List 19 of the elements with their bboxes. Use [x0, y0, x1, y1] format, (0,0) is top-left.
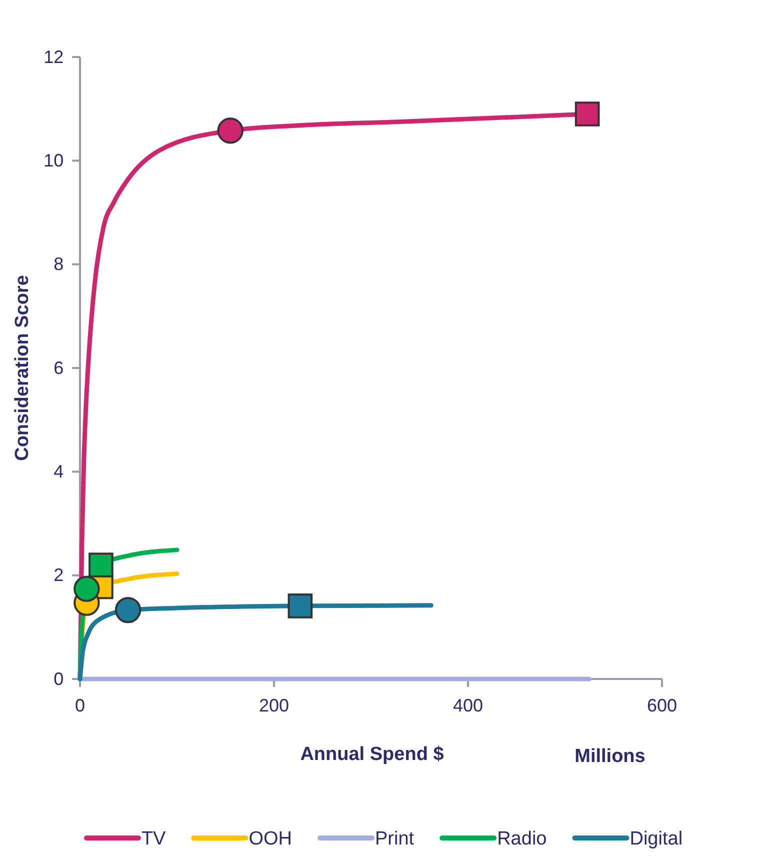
x-tick-label: 400 [452, 696, 484, 716]
x-tick-label: 0 [74, 696, 86, 716]
text: Millions [574, 746, 646, 767]
legend-label: Radio [497, 828, 547, 850]
y-tick-label: 10 [44, 150, 64, 170]
legend-label: Print [375, 828, 415, 850]
legend-label: OOH [248, 828, 292, 850]
y-tick-label: 8 [54, 254, 64, 274]
x-axis-title: Annual Spend $ [300, 744, 444, 765]
x-tick-label: 200 [258, 696, 290, 716]
y-tick-label: 4 [54, 461, 64, 482]
legend-label: Digital [630, 828, 683, 850]
y-tick-label: 0 [54, 668, 64, 689]
y-tick-label: 2 [54, 565, 64, 586]
y-tick-label: 6 [54, 358, 64, 378]
y-tick-label: 12 [44, 46, 64, 67]
x-tick-label: 600 [646, 696, 678, 716]
legend-label: TV [141, 828, 166, 850]
y-axis-title: Consideration Score [12, 275, 33, 461]
